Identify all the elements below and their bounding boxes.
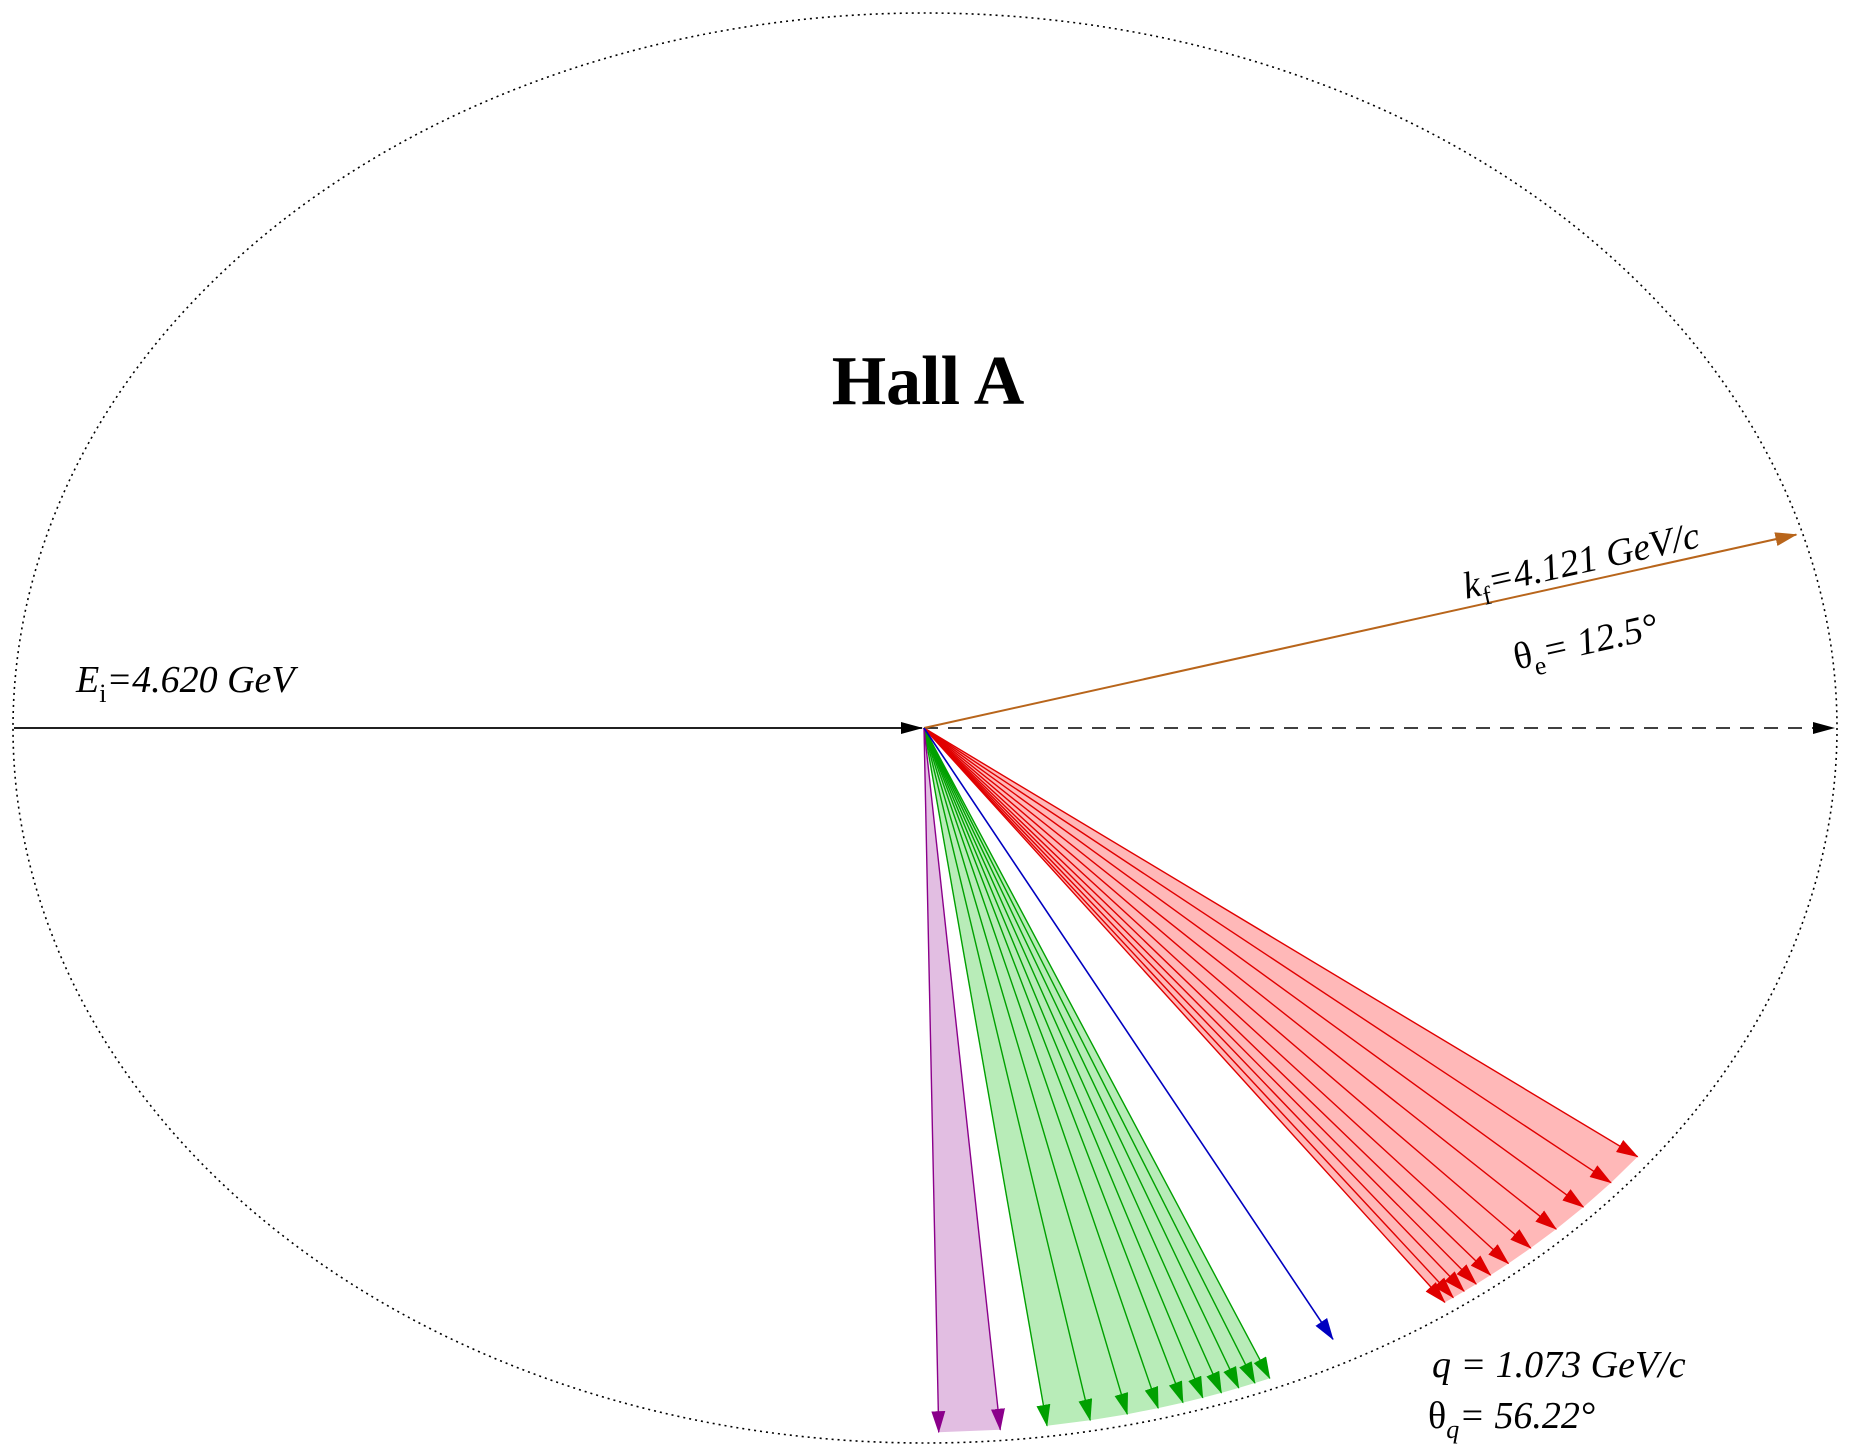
fan-lines xyxy=(923,727,1639,1434)
green-fan-arrow-5 xyxy=(923,727,1204,1399)
green-fan-arrow-4 xyxy=(923,727,1223,1394)
green-fan-arrow-10 xyxy=(923,727,1051,1427)
green-fan-arrow-2 xyxy=(923,727,1256,1384)
green-fan-arrow-9 xyxy=(923,727,1093,1422)
red-fan-arrow-1 xyxy=(923,727,1639,1158)
green-fan-fill xyxy=(924,728,1270,1426)
q-angle-label: θq= 56.22° xyxy=(1428,1395,1595,1444)
red-fan-arrow-8 xyxy=(923,727,1477,1285)
red-fan-arrow-4 xyxy=(923,727,1558,1230)
red-fan-arrow-11 xyxy=(923,727,1446,1304)
scattered-electron-arrow xyxy=(923,532,1798,729)
red-fan-arrow-10 xyxy=(923,727,1454,1299)
red-fan-arrow-7 xyxy=(923,727,1492,1276)
red-fan-arrow-5 xyxy=(923,727,1532,1249)
electron-angle-label: θe= 12.5° xyxy=(1509,606,1663,686)
diagram-title: Hall A xyxy=(832,343,1025,420)
fan-fills xyxy=(924,728,1638,1433)
red-fan-arrow-3 xyxy=(923,727,1585,1208)
purple-fan-arrow-2 xyxy=(923,727,946,1434)
q-vector-arrow xyxy=(923,727,1334,1341)
green-fan-arrow-1 xyxy=(923,727,1271,1380)
green-fan-arrow-7 xyxy=(923,727,1159,1410)
red-fan-fill xyxy=(924,728,1638,1303)
green-fan-arrow-8 xyxy=(923,727,1129,1416)
beam-energy-label: Ei=4.620 GeV xyxy=(75,659,298,708)
hall-boundary xyxy=(12,12,1838,1444)
red-fan-arrow-2 xyxy=(923,727,1612,1184)
green-fan-arrow-6 xyxy=(923,727,1184,1404)
green-fan-arrow-3 xyxy=(923,727,1240,1389)
q-momentum-label: q = 1.073 GeV/c xyxy=(1432,1344,1686,1386)
scattered-momentum-label: kf=4.121 GeV/c xyxy=(1459,514,1705,614)
red-fan-arrow-6 xyxy=(923,727,1510,1265)
purple-fan-arrow-1 xyxy=(923,727,1005,1431)
red-fan-arrow-9 xyxy=(923,727,1465,1293)
